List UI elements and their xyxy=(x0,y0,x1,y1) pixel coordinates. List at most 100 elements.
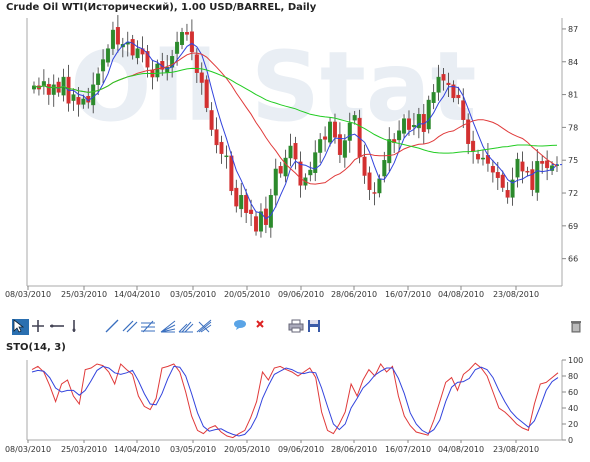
candle-body xyxy=(258,211,263,232)
candle-body xyxy=(224,155,229,158)
y-tick-label: 78 xyxy=(568,123,578,132)
gann-fan-alt-icon[interactable] xyxy=(196,319,214,335)
candle-body xyxy=(490,166,495,173)
candle-body xyxy=(91,84,96,106)
y-tick-label: 72 xyxy=(568,189,578,198)
crosshair-icon[interactable] xyxy=(31,319,47,335)
sto-series-line xyxy=(31,362,559,439)
y-tick-label: 84 xyxy=(568,58,578,67)
trash-icon[interactable] xyxy=(570,319,584,335)
candle-body xyxy=(520,161,525,172)
candle-body xyxy=(476,153,481,160)
x-tick-label: 08/03/2010 xyxy=(5,290,51,299)
sto-plot-area xyxy=(27,360,562,440)
candle-body xyxy=(313,152,318,173)
candle-body xyxy=(288,145,293,159)
y-tick-label: 75 xyxy=(568,156,578,165)
x-tick-label: 20/05/2010 xyxy=(224,290,270,299)
channel-icon[interactable] xyxy=(122,319,140,335)
vertical-line-icon[interactable] xyxy=(69,319,83,335)
candle-body xyxy=(332,121,337,138)
candle-body xyxy=(308,169,313,176)
candle-body xyxy=(194,54,199,73)
candle-body xyxy=(525,170,530,173)
candle-body xyxy=(337,134,342,155)
candle-body xyxy=(41,81,46,87)
trend-line-icon[interactable] xyxy=(104,319,122,335)
sto-x-tick-label: 04/08/2010 xyxy=(438,445,484,454)
candle-body xyxy=(495,172,500,178)
sto-chart: 0 20 40 60 80 100 08/03/2010 25/03/2010 14/04/20… xyxy=(5,356,583,454)
x-tick-label: 03/05/2010 xyxy=(170,290,216,299)
candle-body xyxy=(426,99,431,130)
sto-x-tick-label: 28/06/2010 xyxy=(331,445,377,454)
candle-body xyxy=(323,136,328,140)
sto-x-tick-label: 23/08/2010 xyxy=(493,445,539,454)
comment-icon[interactable] xyxy=(233,319,249,335)
candle-body xyxy=(456,94,461,99)
candle-body xyxy=(446,82,451,85)
candle-body xyxy=(234,187,239,207)
candle-body xyxy=(106,48,111,63)
candle-body xyxy=(441,74,446,81)
candle-body xyxy=(219,141,224,154)
moving-average-line xyxy=(33,41,558,220)
candle-body xyxy=(298,161,303,186)
candle-body xyxy=(431,92,436,103)
sto-y-tick-label: 100 xyxy=(568,356,583,365)
candle-body xyxy=(387,139,392,164)
x-tick-label: 04/08/2010 xyxy=(438,290,484,299)
candle-body xyxy=(155,63,160,78)
candle-body xyxy=(130,39,135,56)
candle-body xyxy=(46,83,51,95)
candle-body xyxy=(278,166,283,174)
sto-x-tick-label: 14/04/2010 xyxy=(114,445,160,454)
candle-body xyxy=(229,155,234,192)
sto-series-line xyxy=(31,365,559,437)
candle-body xyxy=(283,157,288,177)
cursor-icon[interactable] xyxy=(12,319,29,335)
candle-body xyxy=(199,72,204,83)
candle-body xyxy=(209,110,214,130)
candle-body xyxy=(101,59,106,72)
candle-body xyxy=(416,114,421,129)
sto-x-tick-label: 25/03/2010 xyxy=(61,445,107,454)
candle-body xyxy=(249,209,254,215)
candle-body xyxy=(372,192,377,194)
x-tick-label: 09/06/2010 xyxy=(278,290,324,299)
candle-body xyxy=(436,76,441,93)
candle-body xyxy=(135,48,140,59)
candle-body xyxy=(273,168,278,196)
print-icon[interactable] xyxy=(288,319,306,335)
horizontal-line-icon[interactable] xyxy=(49,319,67,335)
delete-icon[interactable] xyxy=(255,319,269,335)
andrews-pitchfork-icon[interactable] xyxy=(178,319,196,335)
sto-title: STO(14, 3) xyxy=(6,342,66,353)
sto-y-tick-label: 0 xyxy=(568,436,573,445)
candle-body xyxy=(239,195,244,210)
candle-body xyxy=(500,174,505,188)
fibonacci-fan-icon[interactable] xyxy=(140,319,158,335)
candle-body xyxy=(184,32,189,35)
sto-y-tick-label: 60 xyxy=(568,388,578,397)
candle-body xyxy=(545,160,550,169)
candle-body xyxy=(204,79,209,108)
sto-x-tick-label: 08/03/2010 xyxy=(5,445,51,454)
candle-body xyxy=(328,121,333,143)
save-icon[interactable] xyxy=(307,319,323,335)
y-tick-label: 69 xyxy=(568,222,578,231)
gann-fan-icon[interactable] xyxy=(160,319,178,335)
candle-body xyxy=(110,29,115,49)
candle-body xyxy=(505,190,510,198)
candle-body xyxy=(510,179,515,198)
moving-average-line xyxy=(33,67,558,154)
candle-body xyxy=(71,94,76,101)
candle-body xyxy=(535,161,540,193)
candle-body xyxy=(530,169,535,190)
candle-body xyxy=(480,157,485,160)
candle-body xyxy=(293,143,298,160)
candle-body xyxy=(342,140,347,158)
sto-x-tick-label: 16/07/2010 xyxy=(385,445,431,454)
x-tick-label: 25/03/2010 xyxy=(61,290,107,299)
candle-body xyxy=(76,97,81,105)
